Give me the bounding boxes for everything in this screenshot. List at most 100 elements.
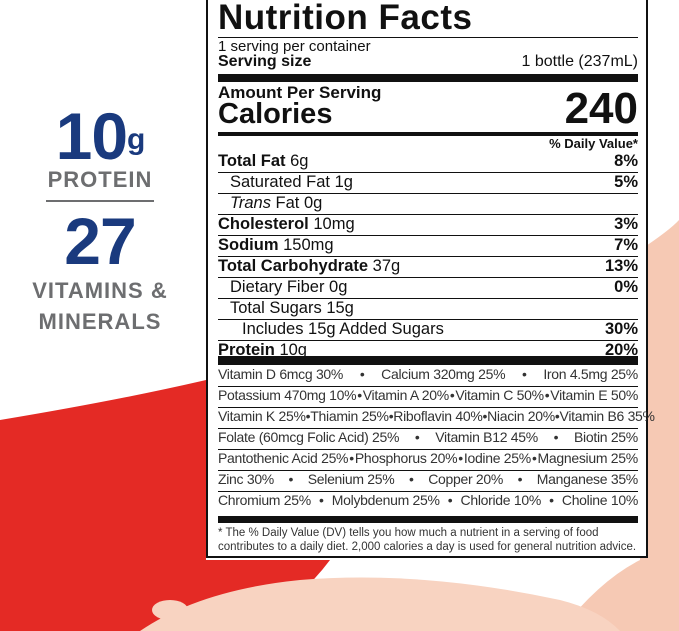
vitamin-item: Biotin 25% bbox=[574, 429, 638, 445]
nutrient-row: Total Sugars 15g bbox=[218, 298, 638, 319]
bullet-separator: • bbox=[549, 492, 554, 508]
nutrient-amount: 6g bbox=[290, 152, 309, 170]
serving-size-value: 1 bottle (237mL) bbox=[521, 53, 638, 70]
milk-droplet bbox=[152, 600, 188, 620]
thick-rule bbox=[218, 74, 638, 82]
thick-rule bbox=[218, 356, 638, 365]
vitamin-item: Copper 20% bbox=[428, 471, 504, 487]
bullet-separator: • bbox=[409, 471, 414, 487]
nutrient-daily-value: 30% bbox=[604, 320, 638, 338]
nutrient-daily-value: 8% bbox=[614, 152, 638, 170]
bullet-separator: • bbox=[447, 492, 453, 508]
nutrient-row: Protein 10g 20% bbox=[218, 340, 638, 361]
nutrient-daily-value: 0% bbox=[614, 278, 638, 296]
vitamin-item: Vitamin K 25% bbox=[218, 408, 306, 424]
vitamin-row: Pantothenic Acid 25% • Phosphorus 20% • Iodi… bbox=[218, 449, 638, 470]
thick-rule bbox=[218, 516, 638, 523]
nutrient-row: Saturated Fat 1g 5% bbox=[218, 172, 638, 193]
footnote: * The % Daily Value (DV) tells you how m… bbox=[218, 527, 637, 553]
bullet-separator: • bbox=[521, 366, 527, 382]
nutrient-daily-value: 20% bbox=[604, 341, 638, 359]
nutrient-name: Total Sugars bbox=[230, 299, 322, 317]
vitamin-item: Choline 10% bbox=[561, 492, 638, 508]
bullet-separator: • bbox=[414, 429, 420, 445]
milk-splash bbox=[560, 220, 679, 631]
nutrient-row: Trans Fat 0g bbox=[218, 193, 638, 214]
bullet-separator: • bbox=[458, 450, 463, 466]
divider bbox=[46, 200, 154, 202]
vitamin-item: Vitamin B12 45% bbox=[435, 429, 538, 445]
vitamin-item: Chloride 10% bbox=[460, 492, 542, 508]
nutrient-name: Sodium bbox=[218, 236, 279, 254]
red-swoosh bbox=[0, 380, 206, 631]
vitamin-item: Chromium 25% bbox=[218, 492, 311, 508]
calories-row: Calories 240 bbox=[218, 86, 638, 131]
vitamin-item: Manganese 35% bbox=[536, 471, 638, 487]
bullet-separator: • bbox=[319, 492, 324, 508]
vitamin-row: Vitamin D 6mcg 30% • Calcium 320mg 25% • Iro… bbox=[218, 366, 638, 386]
vitamin-item: Iodine 25% bbox=[463, 450, 531, 466]
nutrient-name-amount: Total Carbohydrate 37g bbox=[218, 257, 400, 276]
vitamin-row: Folate (60mcg Folic Acid) 25% • Vitamin B1… bbox=[218, 428, 638, 449]
nutrient-amount: 0g bbox=[329, 278, 348, 296]
protein-unit: g bbox=[127, 123, 145, 156]
calories-value: 240 bbox=[564, 84, 638, 133]
bullet-separator: • bbox=[482, 408, 488, 424]
nutrient-name-amount: Sodium 150mg bbox=[218, 236, 334, 255]
vitamin-list: Vitamin D 6mcg 30% • Calcium 320mg 25% • Iro… bbox=[218, 366, 655, 512]
nutrient-row: Includes 15g Added Sugars 30% bbox=[218, 319, 638, 340]
nutrient-name: Total Fat bbox=[218, 152, 286, 170]
vitamin-row: Chromium 25% • Molybdenum 25% • Chloride 10%… bbox=[218, 491, 638, 512]
vitamin-row: Potassium 470mg 10% • Vitamin A 20% • Vitami… bbox=[218, 386, 638, 407]
nutrient-name: Includes 15g Added Sugars bbox=[242, 320, 444, 338]
nutrient-row: Total Carbohydrate 37g 13% bbox=[218, 256, 638, 277]
bullet-separator: • bbox=[357, 387, 362, 403]
nutrient-daily-value: 7% bbox=[614, 236, 638, 254]
nutrient-row: Total Fat 6g 8% bbox=[218, 152, 638, 172]
serving-size-label: Serving size bbox=[218, 53, 312, 70]
product-claims: 10g PROTEIN 27 VITAMINS & MINERALS bbox=[0, 103, 200, 334]
vitamin-item: Potassium 470mg 10% bbox=[218, 387, 357, 403]
nutrient-name-amount: Protein 10g bbox=[218, 341, 307, 360]
vitamins-label-1: VITAMINS & bbox=[32, 278, 168, 303]
nutrient-amount: 150mg bbox=[283, 236, 334, 254]
nutrient-name-amount: Dietary Fiber 0g bbox=[218, 278, 347, 297]
nutrient-amount: 1g bbox=[334, 173, 353, 191]
vitamin-row: Zinc 30% • Selenium 25% • Copper 20% • Mangane… bbox=[218, 470, 638, 491]
nutrient-name-amount: Total Sugars 15g bbox=[218, 299, 354, 318]
milk-splash-bottom bbox=[140, 577, 620, 631]
bullet-separator: • bbox=[517, 471, 523, 487]
nutrient-name: Total Carbohydrate bbox=[218, 257, 369, 275]
nutrient-amount: 10g bbox=[279, 341, 307, 359]
nutrient-name-amount: Includes 15g Added Sugars bbox=[218, 320, 444, 339]
nutrient-name: Cholesterol bbox=[218, 215, 309, 233]
nutrient-name: Saturated Fat bbox=[230, 173, 330, 191]
calories-label: Calories bbox=[218, 98, 333, 130]
label-title: Nutrition Facts bbox=[218, 0, 473, 37]
nutrient-daily-value: 13% bbox=[604, 257, 638, 275]
bullet-separator: • bbox=[449, 387, 455, 403]
bullet-separator: • bbox=[388, 408, 394, 424]
vitamin-item: Vitamin D 6mcg 30% bbox=[218, 366, 344, 382]
medium-rule bbox=[218, 132, 638, 136]
bullet-separator: • bbox=[305, 408, 311, 424]
bullet-separator: • bbox=[553, 429, 559, 445]
vitamin-item: Iron 4.5mg 25% bbox=[543, 366, 638, 382]
nutrient-name-amount: Trans Fat 0g bbox=[218, 194, 322, 213]
protein-number: 10 bbox=[55, 99, 128, 173]
bullet-separator: • bbox=[349, 450, 354, 466]
nutrient-name: Trans bbox=[230, 194, 271, 212]
vitamin-item: Calcium 320mg 25% bbox=[381, 366, 506, 382]
nutrient-daily-value: 5% bbox=[614, 173, 638, 191]
vitamin-item: Pantothenic Acid 25% bbox=[218, 450, 349, 466]
vitamin-item: Vitamin B6 35% bbox=[559, 408, 655, 424]
vitamin-item: Vitamin E 50% bbox=[550, 387, 638, 403]
nutrient-amount: 15g bbox=[326, 299, 354, 317]
bullet-separator: • bbox=[359, 366, 365, 382]
vitamins-label-2: MINERALS bbox=[38, 309, 162, 334]
nutrient-name-amount: Cholesterol 10mg bbox=[218, 215, 355, 234]
nutrient-daily-value: 3% bbox=[614, 215, 638, 233]
protein-amount: 10g bbox=[0, 103, 200, 169]
bullet-separator: • bbox=[531, 450, 537, 466]
